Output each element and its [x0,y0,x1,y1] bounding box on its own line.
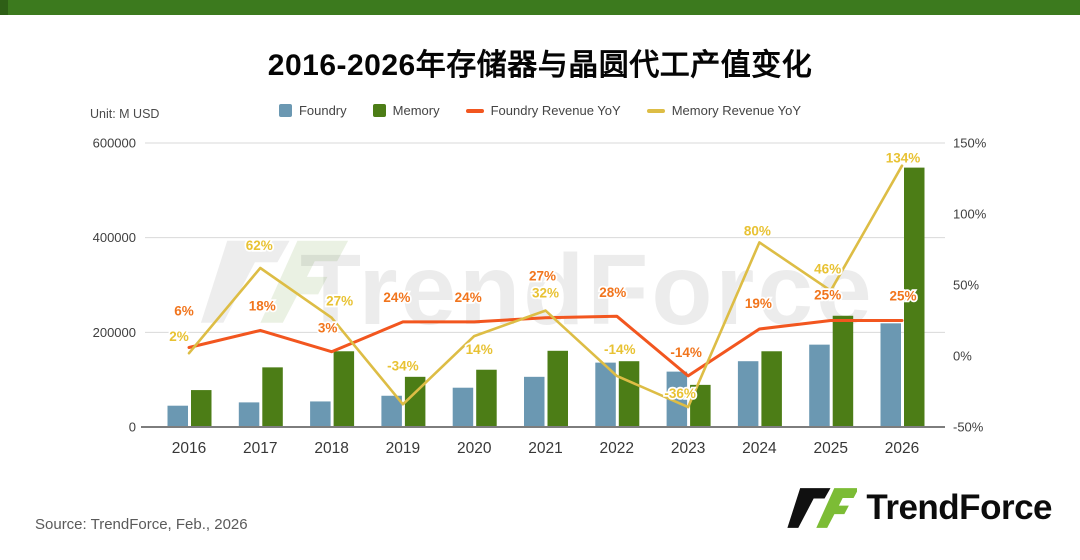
bar-foundry-2021 [524,376,545,427]
point-label-foundry-2016: 6% [174,303,194,318]
point-label-memory-2021: 32% [532,286,559,301]
x-tick-2023: 2023 [671,440,705,457]
point-label-foundry-2022: 28% [599,285,626,300]
bar-foundry-2025 [809,344,830,427]
point-label-foundry-2025: 25% [814,288,841,303]
legend-label: Memory Revenue YoY [671,103,802,118]
point-label-foundry-2026: 25% [889,289,916,304]
y-tick-right-50%: 50% [953,278,979,293]
page-title: 2016-2026年存储器与晶圆代工产值变化 [267,49,813,82]
y-tick-left-0: 0 [129,420,136,435]
point-label-memory-2026: 134% [886,151,921,166]
top-accent-bar [0,0,1080,15]
y-tick-left-400000: 400000 [93,230,136,245]
legend-square-swatch [278,104,292,117]
watermark-icon-green [260,240,349,323]
y-tick-left-200000: 200000 [93,325,136,340]
point-label-memory-2025: 46% [814,262,841,277]
y-tick-right--50%: -50% [953,420,984,435]
x-tick-2024: 2024 [742,440,777,457]
y-tick-right-100%: 100% [953,207,987,222]
x-tick-2017: 2017 [243,440,277,457]
x-tick-2019: 2019 [386,440,420,457]
bar-memory-2025 [832,315,854,427]
x-tick-2020: 2020 [457,440,492,457]
point-label-foundry-2021: 27% [529,269,556,284]
bar-memory-2021 [547,350,568,427]
watermark-icon-shapes [200,240,349,323]
foundry-revenue-yoy-line [187,314,904,378]
source-text: Source: TrendForce, Feb., 2026 [35,516,248,533]
point-label-memory-2022: -14% [604,342,636,357]
x-tick-2018: 2018 [314,440,348,457]
point-label-memory-2024: 80% [744,223,771,238]
bar-foundry-2019 [381,395,402,427]
bar-foundry-2024 [737,361,759,427]
legend-dash-swatch [465,108,484,113]
trendforce-logo-icon [787,488,858,528]
x-tick-2022: 2022 [600,440,634,457]
point-label-foundry-2017: 18% [249,298,276,313]
bar-memory-2017 [262,367,283,427]
bar-memory-2016 [191,390,212,427]
y-tick-right-150%: 150% [953,136,987,151]
point-label-foundry-2023: -14% [670,345,702,360]
legend-label: Memory [392,103,440,118]
watermark-icon-black [200,240,290,323]
legend-item-memory-revenue-yoy[interactable]: Memory Revenue YoY [646,103,802,118]
legend-item-foundry-revenue-yoy[interactable]: Foundry Revenue YoY [465,103,621,118]
point-label-memory-2016: 2% [169,329,189,344]
legend-label: Foundry [298,103,347,118]
y-tick-left-600000: 600000 [93,136,136,151]
bar-memory-2026 [904,167,925,427]
point-label-memory-2018: 27% [326,294,353,309]
legend-dash-swatch [646,108,665,113]
bar-foundry-2017 [238,402,260,427]
legend-label: Foundry Revenue YoY [490,103,621,118]
chart-legend: Foundry Memory Foundry Revenue YoY Memory R… [0,103,1080,118]
bar-memory-2018 [333,351,355,427]
point-label-memory-2020: 14% [466,342,493,357]
watermark-icon [200,240,349,323]
point-label-foundry-2018: 3% [318,321,338,336]
logo-text: TrendForce [866,488,1052,527]
bar-memory-2020 [476,369,497,427]
x-tick-2016: 2016 [172,440,206,457]
bar-memory-2024 [761,351,782,427]
legend-square-swatch [372,104,386,117]
point-label-memory-2023: -36% [664,386,696,401]
bar-foundry-2016 [167,405,188,427]
legend-item-foundry[interactable]: Foundry [278,103,347,118]
memory-revenue-yoy-line [187,164,904,409]
point-label-memory-2019: -34% [387,358,419,373]
point-label-foundry-2019: 24% [383,290,410,305]
bar-foundry-2018 [310,401,331,427]
trendforce-logo: TrendForce [785,484,1052,532]
x-tick-2021: 2021 [528,440,562,457]
point-label-foundry-2020: 24% [455,290,482,305]
point-label-memory-2017: 62% [246,238,273,253]
bar-foundry-2026 [880,323,901,427]
bar-memory-2023 [690,384,711,427]
point-label-foundry-2024: 19% [745,296,772,311]
legend-item-memory[interactable]: Memory [372,103,440,118]
unit-label: Unit: M USD [90,107,160,121]
bar-foundry-2020 [452,387,474,427]
bar-foundry-2022 [595,362,616,427]
x-tick-2026: 2026 [885,440,919,457]
bar-foundry-2023 [666,371,688,427]
bar-memory-2022 [618,361,640,427]
x-tick-2025: 2025 [813,440,847,457]
y-tick-right-0%: 0% [953,349,972,364]
